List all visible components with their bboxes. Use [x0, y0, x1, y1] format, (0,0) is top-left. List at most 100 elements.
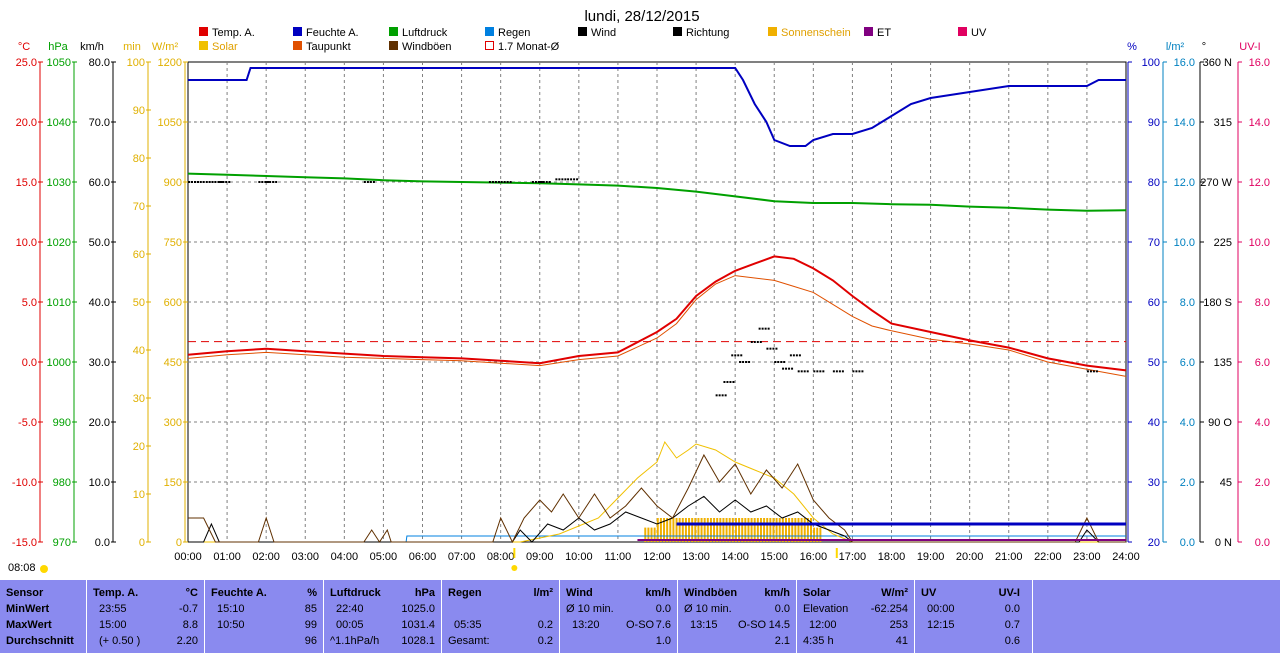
direction-point: [816, 370, 819, 373]
y-tick-label: 16.0: [1249, 57, 1270, 69]
x-tick-label: 19:00: [917, 551, 945, 563]
y-tick-label: -15.0: [12, 537, 37, 549]
direction-point: [208, 181, 211, 183]
y-tick-label: 300: [164, 417, 182, 429]
direction-point: [726, 381, 729, 383]
direction-point: [761, 327, 764, 330]
series-line-windb-en: [188, 453, 1126, 544]
gust-max-time: 13:15: [690, 619, 718, 631]
wind-min-value: 0.0: [655, 603, 671, 615]
x-tick-label: 10:00: [565, 551, 593, 563]
press-min-value: 1025.0: [401, 603, 435, 615]
y-tick-label: 0 N: [1215, 537, 1232, 549]
legend-label: Sonnenschein: [781, 27, 851, 39]
direction-point: [798, 354, 801, 357]
direction-point: [1089, 370, 1092, 373]
wind-max-value: 7.6: [655, 619, 671, 631]
y-tick-label: 150: [164, 477, 182, 489]
y-tick-label: 40.0: [89, 297, 110, 309]
direction-point: [548, 181, 551, 183]
direction-point: [194, 181, 196, 183]
legend-swatch: [673, 27, 682, 36]
axis-unit-label: UV-I: [1239, 41, 1260, 53]
y-tick-label: 900: [164, 177, 182, 189]
series-line-wind: [188, 495, 1126, 543]
legend-swatch: [485, 41, 494, 50]
y-tick-label: 360 N: [1203, 57, 1232, 69]
solar-column: Solar W/m² Elevation -62.254 12:00 253 4…: [797, 580, 915, 653]
direction-point: [500, 181, 503, 183]
y-tick-label: 30: [133, 393, 145, 405]
direction-point: [729, 381, 732, 383]
axis-unit-label: W/m²: [152, 41, 179, 53]
direction-point: [228, 181, 231, 183]
y-tick-label: 180 S: [1203, 297, 1232, 309]
uv-header: UV: [921, 587, 937, 599]
direction-point: [488, 181, 491, 183]
y-tick-label: 15.0: [16, 177, 37, 189]
direction-point: [506, 181, 509, 183]
y-tick-label: 100: [127, 57, 145, 69]
chart-title: lundi, 28/12/2015: [584, 8, 699, 25]
y-tick-label: 10.0: [1174, 237, 1195, 249]
x-tick-label: 20:00: [956, 551, 984, 563]
y-tick-label: 70.0: [89, 117, 110, 129]
direction-point: [797, 370, 800, 373]
press-unit: hPa: [414, 587, 435, 599]
legend-swatch: [864, 27, 873, 36]
legend-label: Wind: [591, 27, 616, 39]
legend-swatch: [199, 27, 208, 36]
y-tick-label: 25.0: [16, 57, 37, 69]
x-tick-label: 07:00: [448, 551, 476, 563]
direction-point: [363, 181, 366, 183]
press-header: Luftdruck: [330, 587, 381, 599]
temp-max-time: 15:00: [99, 619, 127, 631]
y-tick-label: 90: [133, 105, 145, 117]
direction-point: [819, 370, 822, 373]
y-tick-label: 10.0: [89, 477, 110, 489]
solar-elevation-value: -62.254: [870, 603, 908, 615]
y-tick-label: 60.0: [89, 177, 110, 189]
direction-point: [750, 341, 753, 343]
y-tick-label: 80: [1148, 177, 1160, 189]
direction-point: [835, 370, 838, 373]
wind-unit: km/h: [645, 587, 671, 599]
x-tick-label: 17:00: [839, 551, 867, 563]
x-tick-label: 15:00: [760, 551, 788, 563]
wind-column: Wind km/h Ø 10 min. 0.0 13:20 O-SO 7.6 1…: [560, 580, 678, 653]
direction-point: [803, 370, 806, 373]
direction-point: [558, 178, 561, 181]
temp-header: Temp. A.: [93, 587, 139, 599]
direction-point: [261, 181, 264, 183]
temp-unit: °C: [185, 587, 198, 599]
humid-min-value: 85: [304, 603, 317, 615]
y-tick-label: 0.0: [1255, 537, 1270, 549]
legend-label: Luftdruck: [402, 27, 448, 39]
x-tick-label: 01:00: [213, 551, 241, 563]
direction-point: [822, 370, 825, 373]
y-tick-label: 50: [1148, 357, 1160, 369]
direction-point: [841, 370, 844, 373]
y-tick-label: 8.0: [1255, 297, 1270, 309]
direction-point: [491, 181, 494, 183]
y-tick-label: 270 W: [1200, 177, 1232, 189]
direction-point: [269, 181, 272, 183]
y-tick-label: 6.0: [1180, 357, 1195, 369]
y-tick-label: 50.0: [89, 237, 110, 249]
direction-point: [272, 181, 275, 183]
current-time: 08:08: [8, 562, 36, 574]
direction-point: [264, 181, 267, 183]
legend-swatch: [293, 41, 302, 50]
wind-header: Wind: [566, 587, 593, 599]
y-tick-label: 14.0: [1249, 117, 1270, 129]
sun-icon: [40, 565, 48, 573]
series-line-temp-a-: [187, 255, 1127, 372]
direction-point: [792, 354, 795, 357]
direction-point: [1086, 370, 1089, 373]
y-tick-label: 750: [164, 237, 182, 249]
direction-point: [764, 327, 767, 330]
direction-point: [788, 367, 791, 370]
direction-point: [497, 181, 500, 183]
legend-swatch: [389, 27, 398, 36]
press-trend: ^1.1hPa/h: [330, 635, 380, 647]
